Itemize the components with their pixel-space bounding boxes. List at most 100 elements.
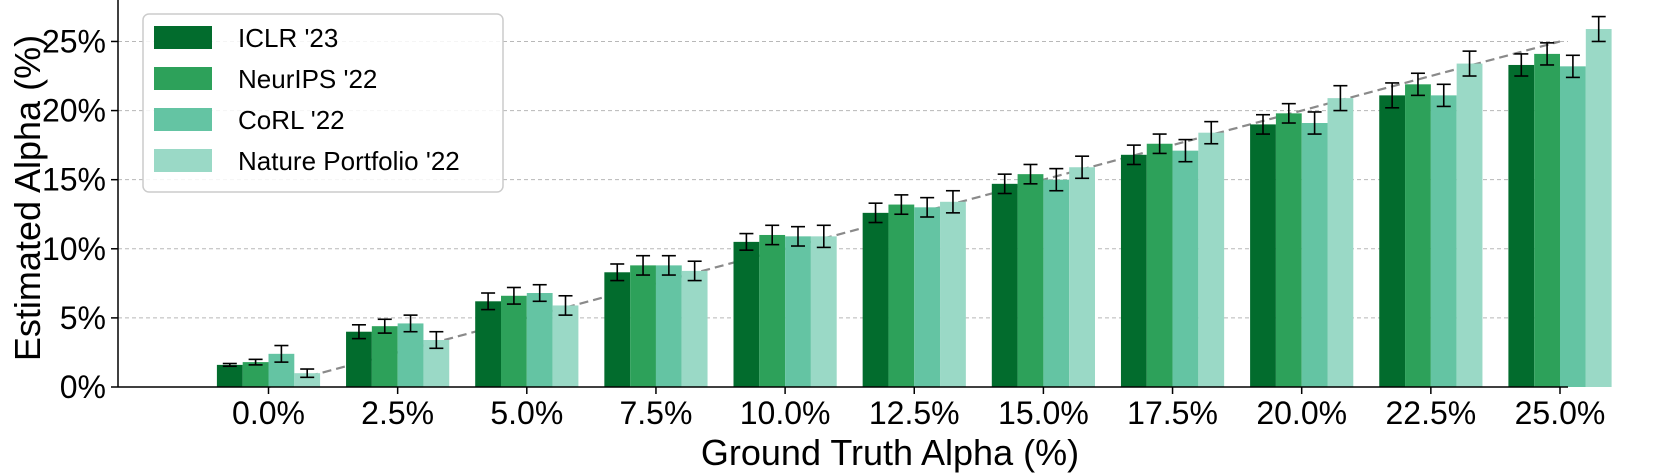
error-bar — [481, 292, 496, 311]
x-tick-label: 10.0% — [740, 395, 831, 431]
error-bar — [1436, 83, 1451, 108]
y-tick-label: 20% — [42, 93, 106, 129]
x-tick-label: 15.0% — [998, 395, 1089, 431]
bar — [1301, 123, 1328, 387]
bar — [759, 234, 786, 387]
error-bar — [506, 286, 521, 305]
bar — [785, 236, 811, 387]
error-bar — [222, 362, 237, 368]
error-bar — [1462, 50, 1477, 77]
y-tick-label: 10% — [42, 231, 106, 267]
bar — [1043, 179, 1070, 387]
bar — [1017, 174, 1044, 387]
legend-label: Nature Portfolio '22 — [238, 146, 460, 176]
x-tick-label: 22.5% — [1385, 395, 1476, 431]
bar — [810, 236, 837, 387]
legend-label: CoRL '22 — [238, 105, 345, 135]
error-bar — [1281, 102, 1296, 124]
y-tick-label: 0% — [60, 369, 106, 405]
x-tick-label: 7.5% — [619, 395, 692, 431]
bar — [681, 270, 708, 387]
x-tick-label: 25.0% — [1515, 395, 1606, 431]
bar — [501, 295, 527, 387]
bar — [1275, 113, 1302, 387]
bar — [552, 305, 579, 387]
bar — [1379, 95, 1406, 387]
error-bar — [1204, 120, 1219, 145]
error-bar — [1126, 144, 1141, 166]
error-bar — [1591, 15, 1606, 43]
error-bar — [1256, 113, 1270, 135]
x-tick-label: 2.5% — [361, 395, 434, 431]
error-bar — [687, 260, 702, 282]
bar — [862, 212, 889, 387]
legend-swatch — [154, 26, 212, 49]
error-bar — [1178, 138, 1193, 163]
tick-labels: 0% 5% 10% 15% 20% 25% 0.0% 2.5% 5.0% 7.5% 10.0% 12.… — [42, 23, 1605, 431]
legend-swatch — [154, 67, 212, 90]
bar — [1146, 143, 1173, 387]
bars — [216, 29, 1612, 388]
bar — [242, 362, 269, 387]
bar — [940, 201, 966, 387]
error-bar — [274, 344, 289, 363]
bar — [1508, 64, 1535, 387]
x-axis-title: Ground Truth Alpha (%) — [701, 432, 1079, 473]
bar — [346, 331, 372, 387]
error-bar — [816, 224, 831, 249]
error-bar — [765, 224, 780, 246]
error-bar — [1333, 84, 1348, 112]
bar — [1172, 150, 1199, 387]
bar — [1456, 63, 1483, 387]
bar — [1198, 132, 1225, 387]
error-bar — [429, 330, 444, 350]
bar — [604, 272, 631, 387]
bar — [1585, 29, 1612, 388]
bar — [655, 265, 682, 387]
error-bar — [532, 283, 547, 303]
error-bar — [894, 194, 909, 216]
legend-swatch — [154, 149, 212, 172]
error-bar — [661, 254, 676, 276]
error-bar — [636, 254, 651, 276]
error-bar — [1514, 53, 1529, 77]
legend-label: NeurIPS '22 — [238, 64, 377, 94]
bar — [888, 204, 915, 387]
y-tick-label: 25% — [42, 23, 106, 59]
legend-frame — [142, 13, 504, 193]
x-tick-label: 5.0% — [490, 395, 563, 431]
bar — [371, 326, 398, 387]
bar — [1534, 53, 1560, 388]
bar — [526, 293, 553, 387]
x-tick-label: 12.5% — [869, 395, 960, 431]
bar — [1069, 167, 1095, 387]
error-bar — [1023, 163, 1038, 185]
error-bar — [300, 368, 315, 379]
error-bars — [222, 15, 1606, 379]
legend-label: ICLR '23 — [238, 23, 338, 53]
bar — [216, 364, 243, 387]
bar — [1250, 124, 1276, 388]
error-bar — [1410, 72, 1425, 97]
error-bar — [403, 314, 418, 333]
error-bar — [1307, 111, 1322, 135]
bar — [733, 241, 760, 387]
axes — [111, 0, 1568, 394]
bar — [397, 323, 424, 387]
error-bar — [1565, 54, 1580, 79]
bar — [1405, 84, 1431, 387]
error-bar — [945, 189, 960, 214]
y-tick-label: 15% — [42, 162, 106, 198]
error-bar — [997, 173, 1012, 195]
error-bar — [610, 263, 625, 282]
error-bar — [377, 318, 392, 334]
error-bar — [920, 196, 935, 218]
x-tick-label: 17.5% — [1127, 395, 1218, 431]
error-bar — [558, 294, 573, 316]
error-bar — [739, 232, 754, 251]
y-axis-title: Estimated Alpha (%) — [7, 35, 48, 361]
error-bar — [1049, 167, 1064, 192]
legend-swatch — [154, 108, 212, 131]
x-tick-label: 0.0% — [232, 395, 305, 431]
